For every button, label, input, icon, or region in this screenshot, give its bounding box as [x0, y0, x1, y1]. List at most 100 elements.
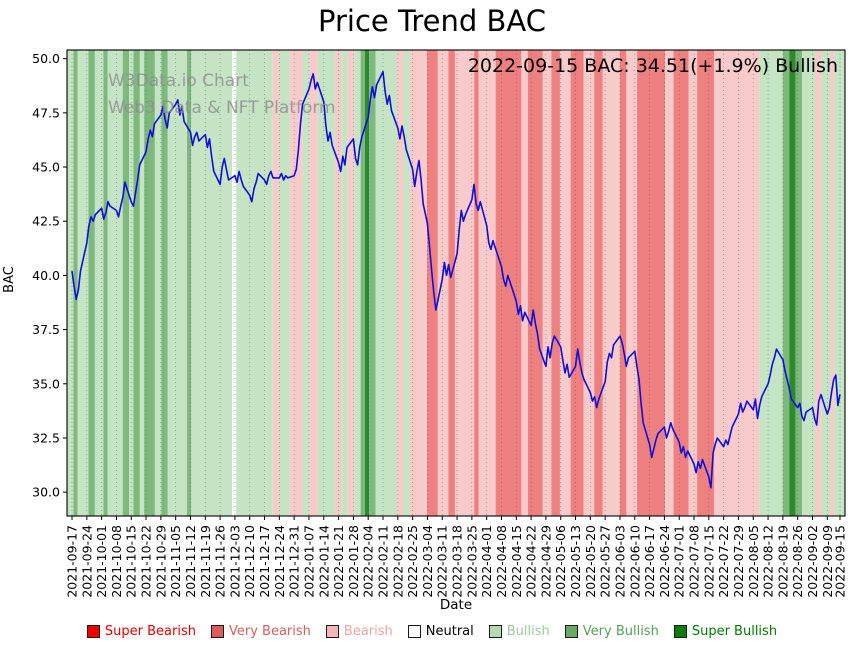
y-tick-label: 47.5	[32, 105, 60, 120]
x-tick-label: 2022-03-25	[464, 525, 479, 598]
x-tick-label: 2021-11-05	[168, 525, 183, 598]
sentiment-band-bearish	[289, 50, 303, 516]
y-tick-label: 35.0	[32, 376, 60, 391]
x-tick-label: 2022-09-02	[805, 525, 820, 598]
sentiment-band-bearish	[478, 50, 496, 516]
sentiment-band-very-bearish	[594, 50, 603, 516]
sentiment-band-very-bullish	[795, 50, 803, 516]
x-tick-label: 2021-10-29	[153, 525, 168, 598]
axes-frame-layer	[66, 49, 846, 517]
sentiment-band-bearish	[602, 50, 620, 516]
sentiment-band-very-bullish	[369, 50, 376, 516]
legend-swatch	[488, 624, 502, 638]
x-tick-label: 2022-05-06	[553, 525, 568, 598]
series-layer	[71, 70, 841, 489]
y-tick-label: 30.0	[32, 485, 60, 500]
legend-item-neutral: Neutral	[407, 623, 474, 639]
x-tick-label: 2021-11-26	[213, 525, 228, 598]
sentiment-band-bullish	[302, 50, 310, 516]
sentiment-band-super-bullish	[789, 50, 796, 516]
x-tick-label: 2022-02-18	[390, 525, 405, 598]
sentiment-band-bullish	[94, 50, 104, 516]
x-tick-label: 2022-03-11	[435, 525, 450, 598]
x-tick-label: 2022-02-04	[361, 525, 376, 598]
watermark-line1: W3Data.io Chart	[108, 71, 249, 91]
sentiment-band-bullish	[341, 50, 348, 516]
sentiment-band-very-bearish	[448, 50, 455, 516]
x-axis-label: Date	[439, 597, 473, 613]
x-tick-label: 2022-02-25	[405, 525, 420, 598]
x-tick-label: 2022-04-01	[479, 525, 494, 598]
legend-label: Neutral	[425, 623, 474, 639]
sentiment-band-bearish	[521, 50, 528, 516]
sentiment-band-bearish	[454, 50, 475, 516]
x-tick-label: 2022-06-03	[612, 525, 627, 598]
x-tick-label: 2021-10-01	[94, 525, 109, 598]
x-tick-label: 2022-04-08	[494, 525, 509, 598]
x-tick-label: 2022-08-26	[790, 525, 805, 598]
sentiment-bands-layer	[67, 50, 845, 516]
x-tick-label: 2022-05-27	[598, 525, 613, 598]
x-tick-label: 2022-06-24	[657, 525, 672, 598]
sentiment-band-bullish	[802, 50, 815, 516]
y-tick-label: 40.0	[32, 268, 60, 283]
sentiment-band-bearish	[542, 50, 552, 516]
x-tick-label: 2022-05-20	[583, 525, 598, 598]
y-tick-label: 32.5	[32, 430, 60, 445]
legend-item-bullish: Bullish	[488, 624, 550, 639]
x-tick-label: 2022-01-21	[331, 525, 346, 598]
x-tick-label: 2022-09-15	[833, 525, 848, 598]
sentiment-band-bearish	[829, 50, 835, 516]
x-tick-label: 2022-08-12	[761, 525, 776, 598]
sentiment-band-very-bullish	[782, 50, 790, 516]
x-tick-label: 2022-06-17	[642, 525, 657, 598]
sentiment-band-bearish	[437, 50, 449, 516]
x-tick-label: 2022-07-08	[687, 525, 702, 598]
legend-label: Very Bearish	[229, 623, 311, 639]
legend-swatch	[407, 624, 421, 638]
x-tick-label: 2021-12-17	[257, 525, 272, 598]
sentiment-band-bearish	[409, 50, 428, 516]
y-axis-label: BAC	[1, 266, 17, 293]
sentiment-band-very-bullish	[161, 50, 168, 516]
gridlines-layer	[71, 50, 841, 516]
sentiment-band-very-bearish	[527, 50, 543, 516]
sentiment-band-bearish	[688, 50, 698, 516]
sentiment-legend: Super Bearish Very Bearish Bearish Neutral B…	[0, 620, 864, 642]
x-tick-label: 2022-04-22	[524, 525, 539, 598]
price-line	[71, 70, 841, 489]
x-tick-label: 2022-08-19	[775, 525, 790, 598]
legend-label: Super Bearish	[104, 623, 196, 639]
legend-item-bearish: Bearish	[325, 624, 393, 639]
x-tick-label: 2022-01-14	[316, 525, 331, 598]
y-tick-label: 37.5	[32, 322, 60, 337]
ticks-layer: 2021-09-17 2021-09-24 2021-10-01 2021-10-08…	[32, 51, 847, 597]
sentiment-band-very-bullish	[187, 50, 192, 516]
sentiment-band-bearish	[583, 50, 595, 516]
x-tick-label: 2022-03-18	[450, 525, 465, 598]
page-title: Price Trend BAC	[317, 4, 547, 38]
x-tick-label: 2021-09-17	[65, 525, 80, 598]
sentiment-band-very-bullish	[360, 50, 365, 516]
y-tick-label: 45.0	[32, 160, 60, 175]
sentiment-band-bullish	[167, 50, 188, 516]
sentiment-band-bullish	[317, 50, 335, 516]
sentiment-band-very-bearish	[551, 50, 560, 516]
x-tick-label: 2022-03-04	[420, 525, 435, 598]
legend-swatch	[673, 624, 687, 638]
x-tick-label: 2021-12-03	[227, 525, 242, 598]
latest-price-annotation: 2022-09-15 BAC: 34.51(+1.9%) Bullish	[467, 55, 838, 77]
y-tick-label: 42.5	[32, 214, 60, 229]
legend-swatch	[564, 624, 578, 638]
sentiment-band-bullish	[759, 50, 783, 516]
sentiment-band-bearish	[814, 50, 822, 516]
sentiment-band-bullish	[139, 50, 145, 516]
x-tick-label: 2021-12-31	[287, 525, 302, 598]
sentiment-band-bearish	[559, 50, 571, 516]
x-tick-label: 2022-07-29	[731, 525, 746, 598]
sentiment-band-super-bullish	[364, 50, 370, 516]
x-tick-label: 2022-07-01	[672, 525, 687, 598]
sentiment-band-bullish	[191, 50, 233, 516]
sentiment-band-bearish	[664, 50, 674, 516]
plot-border	[66, 49, 846, 517]
